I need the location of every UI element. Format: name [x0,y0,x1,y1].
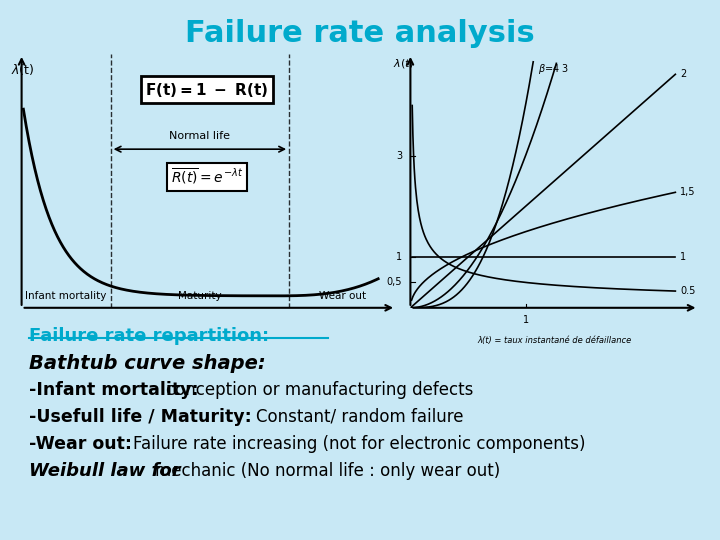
Text: 1: 1 [396,252,402,262]
Text: $\lambda(t)$: $\lambda(t)$ [393,57,414,70]
Text: Maturity: Maturity [178,292,222,301]
Text: $\overline{R(t)} = e^{-\lambda t}$: $\overline{R(t)} = e^{-\lambda t}$ [171,167,243,187]
Text: Failure rate increasing (not for electronic components): Failure rate increasing (not for electro… [133,435,585,453]
Text: -Wear out:: -Wear out: [29,435,138,453]
Text: Wear out: Wear out [319,292,366,301]
Text: Failure rate repartition:: Failure rate repartition: [29,327,269,345]
Text: conception or manufacturing defects: conception or manufacturing defects [166,381,473,399]
Text: $\lambda$(t): $\lambda$(t) [11,62,35,77]
Text: mechanic (No normal life : only wear out): mechanic (No normal life : only wear out… [155,462,500,480]
Text: 0,5: 0,5 [387,278,402,287]
Text: -Infant mortality:: -Infant mortality: [29,381,204,399]
Text: Bathtub curve shape:: Bathtub curve shape: [29,354,266,373]
Text: 3: 3 [561,64,567,74]
Text: Constant/ random failure: Constant/ random failure [256,408,463,426]
Text: -Usefull life / Maturity:: -Usefull life / Maturity: [29,408,258,426]
Text: 0.5: 0.5 [680,286,696,296]
Text: Infant mortality: Infant mortality [25,292,107,301]
Text: 2: 2 [680,69,686,79]
Text: λ(t) = taux instantané de défaillance: λ(t) = taux instantané de défaillance [477,336,631,345]
Text: $\beta$=4: $\beta$=4 [538,62,559,76]
Text: 1: 1 [523,315,528,326]
Text: 1: 1 [680,252,686,262]
Text: 3: 3 [396,151,402,160]
Text: Failure rate analysis: Failure rate analysis [185,19,535,48]
Text: Normal life: Normal life [169,131,230,141]
Text: $\mathbf{F(t) = 1\ -\ R(t)}$: $\mathbf{F(t) = 1\ -\ R(t)}$ [145,80,269,99]
Text: Weibull law for: Weibull law for [29,462,186,480]
Text: 1,5: 1,5 [680,187,696,197]
